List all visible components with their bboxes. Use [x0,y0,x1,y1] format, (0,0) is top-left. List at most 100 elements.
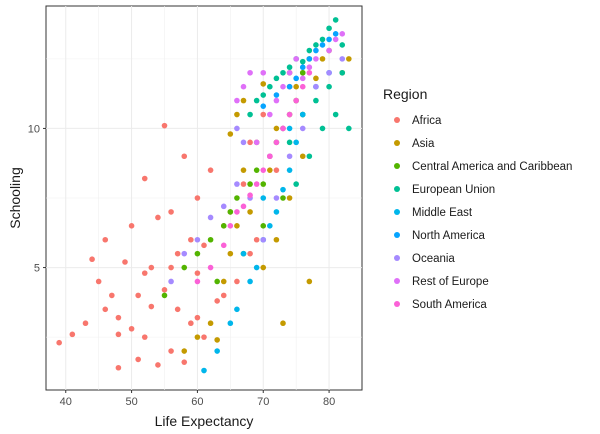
data-point [286,69,293,76]
legend-key [394,255,400,261]
data-point [293,181,299,187]
legend-label: Central America and Caribbean [412,161,572,173]
x-tick-label: 60 [191,396,203,408]
data-point [293,97,299,104]
data-point [260,195,267,201]
data-point [247,278,253,285]
data-point [234,278,240,285]
data-point [69,331,76,338]
data-point [253,139,260,146]
x-axis-title: Life Expectancy [155,413,254,429]
data-point [286,125,293,132]
data-point [240,139,247,146]
data-point [313,47,319,54]
data-point [234,181,240,187]
data-point [214,278,220,285]
data-point [234,111,240,118]
data-point [141,270,148,276]
data-point [109,292,115,299]
data-point [299,58,306,65]
data-point [313,56,319,62]
data-point [326,36,332,43]
legend-key [394,301,400,307]
data-point [135,356,141,363]
data-point [339,31,346,37]
data-point [240,83,247,90]
data-point [227,320,234,327]
data-point [95,278,102,285]
data-point [273,125,280,132]
data-point [286,195,293,201]
y-axis-ticks: 5 10 [28,123,46,275]
data-point [280,320,286,327]
data-point [168,264,174,271]
data-point [102,236,109,243]
data-point [247,192,253,199]
data-point [260,236,267,243]
data-point [286,83,293,90]
data-point [260,264,267,271]
x-axis-ticks: 40 50 60 70 80 [60,390,335,408]
legend-key [394,232,400,238]
data-point [181,359,188,365]
data-point [128,223,135,229]
data-point [174,306,181,313]
data-point [299,111,306,118]
data-point [260,167,267,173]
data-point [220,278,227,285]
data-point [306,47,313,54]
data-point [260,111,267,118]
legend-key [394,140,400,146]
data-point [115,331,122,338]
data-point [306,153,313,160]
data-point [115,364,122,371]
data-point [293,75,299,82]
data-point [253,264,260,271]
data-point [161,122,168,129]
data-point [267,83,273,90]
data-point [267,111,273,118]
data-point [267,167,273,173]
data-point [332,31,339,37]
data-point [234,97,240,104]
data-point [339,42,346,48]
data-point [188,320,194,327]
data-point [141,175,148,182]
data-point [326,69,332,76]
data-point [82,320,89,327]
data-point [240,97,247,104]
legend: Region Africa Asia Central America and Car… [383,86,572,311]
data-point [267,223,273,229]
data-point [306,56,313,62]
legend-label: Middle East [412,207,473,219]
data-point [260,92,267,98]
y-tick-label: 5 [34,263,40,275]
data-point [227,223,234,229]
data-point [260,69,267,76]
data-point [280,186,286,193]
data-point [135,292,141,299]
data-point [319,125,326,132]
data-point [227,131,234,137]
data-point [168,209,174,215]
data-point [286,111,293,118]
data-point [332,17,339,23]
data-point [332,36,339,43]
data-point [339,69,346,76]
data-point [273,97,280,104]
x-tick-label: 40 [60,396,72,408]
data-point [234,125,240,132]
data-point [194,250,201,257]
data-point [326,47,332,54]
data-point [240,167,247,173]
data-point [273,209,280,215]
data-point [273,195,280,201]
data-point [194,278,201,285]
data-point [168,348,174,354]
data-point [155,214,161,221]
legend-label: North America [412,230,485,242]
data-point [247,250,253,257]
data-points [56,17,352,374]
data-point [174,250,181,257]
data-point [273,92,280,98]
